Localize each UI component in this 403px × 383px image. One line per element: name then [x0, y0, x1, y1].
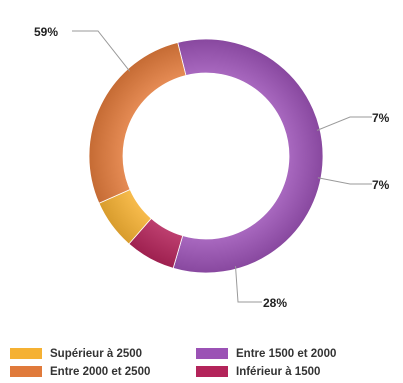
legend-swatch: [196, 348, 228, 359]
slices-layer: [88, 38, 324, 274]
legend-item-entre-1500-2000: Entre 1500 et 2000: [196, 346, 396, 361]
legend-label: Entre 2000 et 2500: [50, 365, 151, 378]
legend-item-entre-2000-2500: Entre 2000 et 2500: [10, 364, 182, 379]
leader-line-inferieur-a-1500: [316, 116, 372, 131]
legend-label: Supérieur à 2500: [50, 347, 143, 360]
data-label-inferieur-a-1500: 7%: [372, 111, 390, 125]
data-label-entre-2000-et-2500: 28%: [263, 296, 287, 310]
legend-swatch: [10, 366, 42, 377]
legend-swatch: [196, 366, 228, 377]
legend-item-superieur-2500: Supérieur à 2500: [10, 346, 182, 361]
legend-label: Inférieur à 1500: [236, 365, 321, 378]
legend-swatch: [10, 348, 42, 359]
donut-slice-entre-1500-et-2000: [172, 38, 324, 274]
data-label-superieur-a-2500: 7%: [372, 178, 390, 192]
labels-layer: 59% 7% 7% 28%: [34, 25, 390, 310]
leader-line-entre-1500-et-2000: [72, 30, 131, 72]
legend-item-inferieur-1500: Inférieur à 1500: [196, 364, 396, 379]
leader-line-entre-2000-et-2500: [235, 266, 262, 303]
chart-legend: Supérieur à 2500 Entre 1500 et 2000 Entr…: [10, 346, 400, 379]
legend-label: Entre 1500 et 2000: [236, 347, 337, 360]
donut-slice-entre-2000-et-2500: [88, 41, 187, 204]
leader-line-superieur-a-2500: [317, 177, 372, 185]
data-label-entre-1500-et-2000: 59%: [34, 25, 58, 39]
